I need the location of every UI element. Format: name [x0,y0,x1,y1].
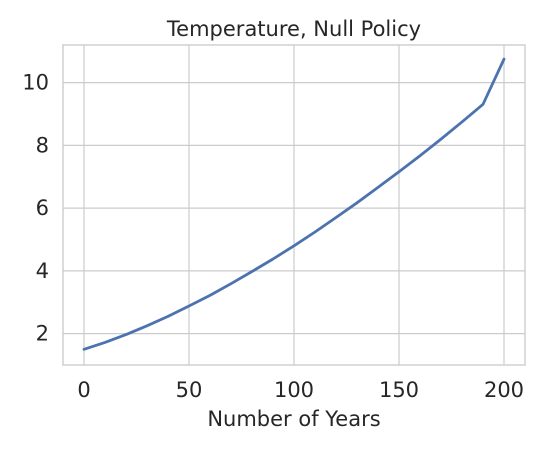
y-tick-label: 10 [22,71,49,95]
y-tick-label: 8 [36,133,49,157]
y-axis-ticks: 2 4 6 8 10 [22,71,49,346]
grid [63,45,525,365]
series-line [82,57,506,351]
x-axis-ticks: 0 50 100 150 200 [77,378,524,402]
x-tick-label: 200 [484,378,524,402]
x-axis-label: Number of Years [207,407,380,431]
y-tick-label: 2 [36,322,49,346]
x-tick-label: 50 [176,378,203,402]
y-tick-label: 4 [36,259,49,283]
x-tick-label: 150 [379,378,419,402]
chart-title: Temperature, Null Policy [166,17,421,41]
series-layer [82,57,506,351]
x-tick-label: 100 [274,378,314,402]
y-tick-label: 6 [36,196,49,220]
plot-frame [62,44,526,366]
x-tick-label: 0 [77,378,90,402]
